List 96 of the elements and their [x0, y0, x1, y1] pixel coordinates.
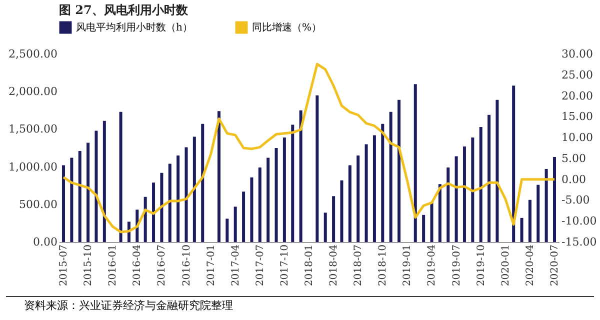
y2-tick-label: 0.00 — [562, 172, 586, 186]
x-tick-label: 2019-07 — [451, 244, 462, 286]
bar — [78, 151, 82, 242]
bar — [553, 157, 556, 242]
x-tick-label: 2018-07 — [353, 244, 364, 286]
bar — [242, 192, 246, 242]
bar — [438, 184, 442, 242]
bar — [332, 196, 336, 242]
bar — [544, 169, 548, 242]
bar — [119, 112, 122, 242]
bar — [217, 111, 220, 242]
bar — [536, 184, 540, 242]
bar — [316, 95, 319, 242]
x-tick-label: 2016-10 — [181, 244, 192, 286]
text: 资料来源：兴业证券经济与金融研究院整理 — [6, 296, 594, 315]
x-tick-label: 2018-01 — [304, 244, 315, 286]
chart-title: 图 27、风电利用小时数 — [59, 3, 189, 17]
bar — [201, 124, 204, 242]
y-tick-label: 0.00 — [33, 236, 58, 248]
x-tick-label: 2016-07 — [156, 244, 168, 286]
y2-tick-label: 10.00 — [562, 131, 593, 144]
y2-tick-label: 5.00 — [562, 152, 586, 165]
x-tick-label: 2016-04 — [132, 244, 144, 286]
x-tick-label: 2019-04 — [426, 244, 438, 286]
bar — [299, 110, 302, 242]
y-tick-label: 500.00 — [19, 198, 58, 211]
bar — [226, 218, 229, 242]
line-series — [62, 62, 556, 234]
x-tick-label: 2017-07 — [254, 244, 266, 286]
bar — [340, 180, 344, 242]
x-tick-label: 2019-10 — [476, 244, 487, 286]
y2-tick-label: 30.00 — [562, 48, 593, 60]
bar — [389, 112, 392, 242]
x-tick-label: 2017-10 — [279, 244, 290, 286]
bar — [168, 164, 172, 242]
bar — [102, 120, 106, 242]
bar — [160, 172, 164, 242]
bar — [144, 196, 147, 242]
x-tick-label: 2015-10 — [83, 244, 94, 286]
bar — [479, 126, 482, 242]
x-tick-label: 2018-10 — [378, 244, 389, 286]
bar — [528, 200, 532, 242]
x-tick-label: 2018-04 — [328, 244, 340, 286]
bar — [250, 177, 254, 242]
bar — [398, 100, 401, 242]
y2-tick-label: -5.00 — [562, 194, 590, 207]
bar — [324, 212, 327, 242]
y2-tick-label: 20.00 — [562, 89, 593, 102]
y-tick-label: 2,000.00 — [8, 85, 58, 98]
x-tick-label: 2017-01 — [206, 244, 217, 286]
bar — [422, 214, 426, 242]
bar — [446, 168, 450, 242]
bar — [266, 158, 270, 242]
y2-tick-label: 15.00 — [562, 110, 593, 124]
x-tick-label: 2017-04 — [230, 244, 242, 286]
x-tick-label: 2016-01 — [108, 244, 119, 286]
x-tick-label: 2020-04 — [524, 244, 536, 286]
bar — [496, 100, 499, 242]
bar — [234, 206, 237, 242]
y2-tick-label: 25.00 — [562, 68, 593, 82]
legend-label: 同比增速（%） — [252, 22, 322, 34]
bar — [471, 137, 474, 242]
bar — [274, 148, 278, 242]
bar — [94, 130, 98, 242]
y-tick-label: 1,000.00 — [8, 160, 58, 174]
x-tick-label: 2019-01 — [402, 244, 414, 286]
x-tick-label: 2015-07 — [58, 244, 70, 286]
bar — [348, 165, 352, 242]
bar — [462, 146, 466, 242]
bar — [282, 137, 286, 242]
bar — [430, 202, 434, 242]
y2-tick-label: -10.00 — [562, 214, 597, 228]
x-tick-label: 2020-07 — [550, 244, 560, 286]
y-tick-label: 2,500.00 — [8, 48, 58, 60]
bar — [152, 182, 156, 242]
bar — [372, 135, 376, 242]
bar — [70, 158, 74, 242]
bar — [176, 156, 180, 242]
bar — [356, 156, 360, 242]
x-tick-label: 2020-01 — [500, 244, 512, 286]
bar — [414, 84, 417, 242]
bar — [364, 144, 368, 242]
y2-tick-label: -15.00 — [562, 236, 597, 248]
y-tick-label: 1,500.00 — [8, 122, 58, 136]
bar — [258, 168, 262, 242]
bar — [291, 124, 294, 242]
bar — [520, 218, 524, 242]
legend-label: 风电平均利用小时数（h） — [76, 22, 192, 34]
bar — [381, 124, 384, 242]
bar — [454, 156, 458, 242]
bar — [512, 86, 516, 242]
bar — [62, 165, 65, 242]
bar — [192, 136, 196, 242]
bar — [184, 147, 188, 242]
bar — [488, 114, 491, 242]
bar — [86, 142, 90, 242]
